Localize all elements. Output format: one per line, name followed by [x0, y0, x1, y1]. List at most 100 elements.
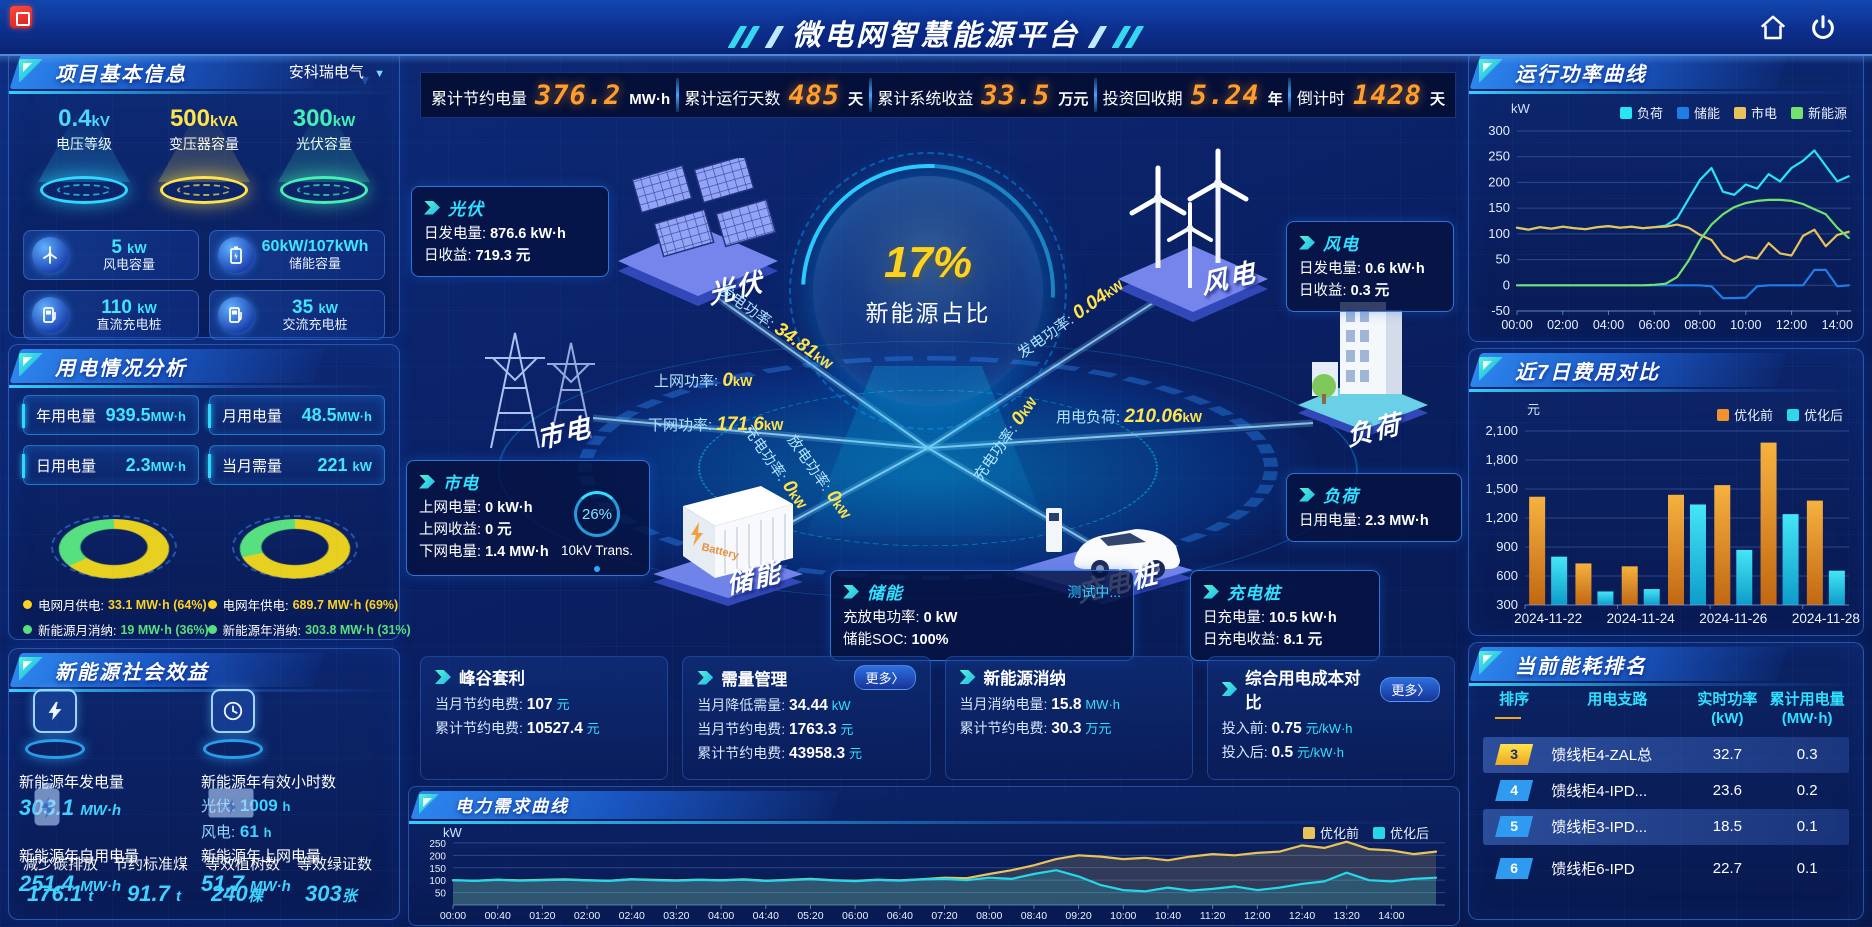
more-button[interactable]: 更多〉: [854, 665, 916, 690]
panel-header: 用电情况分析: [9, 345, 399, 388]
legend-item[interactable]: 优化后: [1372, 823, 1429, 842]
kpi-saved-energy: 累计节约电量 376.2 MW·h: [431, 79, 671, 111]
table-row[interactable]: 6 馈线柜6-IPD 22.7 0.1: [1483, 851, 1849, 879]
svg-text:06:00: 06:00: [842, 910, 868, 922]
certs-label: 等效绿证数: [297, 856, 373, 873]
legend-item: 电网年供电: 689.7 MW·h (69%): [207, 595, 398, 614]
chevron-right-icon: [1299, 487, 1315, 502]
kpi-stats-bar: 累计节约电量 376.2 MW·h 累计运行天数 485 天 累计系统收益 33.5 万元 …: [420, 72, 1456, 118]
svg-text:06:40: 06:40: [887, 910, 913, 922]
lightning-pedestal-icon: [23, 689, 87, 759]
renewable-share-value: 17%: [883, 238, 973, 287]
panel-header: 运行功率曲线: [1469, 51, 1863, 94]
logo-chip-icon: [10, 6, 32, 28]
legend-item[interactable]: 市电: [1733, 103, 1777, 122]
card-cost-comparison: 综合用电成本对比 更多〉 投入前: 0.75 元/kW·h 投入后: 0.5 元…: [1206, 656, 1455, 780]
hours-label: 新能源年有效小时数: [201, 774, 337, 791]
ranking-table-header: 排序 用电支路 实时功率 (kW) 累计用电量 (MW·h): [1499, 691, 1845, 727]
legend-item[interactable]: 优化前: [1716, 405, 1773, 424]
card-peak-valley: 峰谷套利 当月节约电费: 107 元 累计节约电费: 10527.4 元: [420, 656, 669, 780]
legend-item: 电网月供电: 33.1 MW·h (64%): [23, 595, 207, 614]
chevron-right-icon: [1299, 235, 1315, 250]
pedestal-row: 0.4kV 电压等级 500kVA 变压器容量 300kW 光伏容量: [23, 101, 385, 220]
svg-text:0: 0: [1503, 277, 1510, 292]
company-selector-value: 安科瑞电气: [288, 64, 364, 81]
y-axis-unit: kW: [443, 825, 462, 840]
svg-text:08:40: 08:40: [1021, 910, 1047, 922]
panel-project-info: 项目基本信息 安科瑞电气 ▼ 0.4kV 电压等级 500kVA 变压器容量 3…: [8, 50, 400, 340]
stat-card-storage-capacity: 60kW/107kWh 储能容量: [209, 230, 385, 280]
svg-text:1,200: 1,200: [1485, 510, 1518, 525]
rank-badge: 6: [1495, 858, 1534, 879]
trees-value: 240棵: [211, 881, 263, 906]
donut-year-legend: 电网年供电: 689.7 MW·h (69%) 新能源年消纳: 303.8 MW·h…: [207, 595, 411, 645]
to-grid-label: 新能源年上网电量: [201, 848, 322, 865]
pedestal-voltage: 0.4kV 电压等级: [25, 105, 143, 220]
power-icon[interactable]: [1808, 13, 1838, 43]
svg-text:100: 100: [1488, 226, 1510, 241]
orb-dashed-ring: [789, 152, 1067, 430]
svg-text:-50: -50: [1491, 303, 1510, 318]
legend-item[interactable]: 优化后: [1786, 405, 1843, 424]
svg-text:04:40: 04:40: [753, 910, 779, 922]
panel-usage-analysis: 用电情况分析 年用电量 939.5MW·h 月用电量 48.5MW·h 日用电量…: [8, 344, 411, 640]
stat-card-dc-charger: 110 kW 直流充电桩: [23, 290, 199, 340]
card-demand-management: 需量管理 更多〉 当月降低需量: 34.44 kW 当月节约电费: 1763.3…: [682, 656, 931, 780]
flag-icon: [435, 670, 451, 684]
panel-title: 当前能耗排名: [1515, 656, 1647, 678]
more-button[interactable]: 更多〉: [1380, 676, 1440, 702]
co2-label: 减少碳排放: [23, 856, 99, 873]
self-use-label: 新能源年自用电量: [19, 848, 140, 865]
svg-text:300: 300: [1488, 125, 1510, 138]
demand-chart-legend[interactable]: 优化前 优化后: [1302, 823, 1429, 842]
pv-station-illustration: [618, 158, 778, 306]
coal-label: 节约标准煤: [113, 856, 189, 873]
svg-text:100: 100: [429, 876, 446, 887]
svg-text:00:00: 00:00: [1501, 318, 1532, 332]
panel-title: 用电情况分析: [55, 358, 187, 380]
coal-value: 91.7 t: [127, 881, 181, 906]
home-icon[interactable]: [1758, 13, 1788, 43]
svg-text:600: 600: [1496, 568, 1518, 583]
panel-header: 近7日费用对比: [1469, 349, 1863, 392]
flag-icon: [1221, 682, 1238, 696]
y-axis-unit: kW: [1511, 101, 1530, 116]
rank-badge: 5: [1495, 816, 1534, 837]
legend-item[interactable]: 负荷: [1619, 103, 1663, 122]
legend-item[interactable]: 新能源: [1790, 103, 1847, 122]
renewable-share-orb: 17% 新能源占比: [813, 176, 1043, 406]
legend-item[interactable]: 优化前: [1302, 823, 1359, 842]
card-renewable-consumption: 新能源消纳 当月消纳电量: 15.8 MW·h 累计节约电费: 30.3 万元: [944, 656, 1193, 780]
svg-text:300: 300: [1496, 597, 1518, 612]
cost-chart-legend[interactable]: 优化前 优化后: [1716, 405, 1843, 424]
svg-text:50: 50: [1496, 252, 1510, 267]
panel-title: 近7日费用对比: [1515, 362, 1661, 384]
table-row[interactable]: 4 馈线柜4-IPD... 23.6 0.2: [1483, 773, 1849, 809]
self-use-value: 251.4 MW·h: [19, 871, 121, 896]
table-row[interactable]: 5 馈线柜3-IPD... 18.5 0.1: [1483, 808, 1849, 845]
rank-indicator: [1495, 717, 1521, 719]
svg-text:02:00: 02:00: [1547, 318, 1578, 332]
glow-ring: [280, 176, 368, 204]
legend-item[interactable]: 储能: [1676, 103, 1720, 122]
legend-item: 新能源月消纳: 19 MW·h (36%): [23, 620, 209, 639]
co2-value: 176.1 t: [27, 881, 94, 906]
chevron-right-icon: [419, 474, 435, 489]
kpi-countdown: 倒计时 1428 天: [1296, 79, 1445, 111]
svg-text:200: 200: [1488, 174, 1510, 189]
rank-badge: 4: [1495, 780, 1534, 801]
flow-to-grid-power: 上网功率: 0kW: [654, 370, 753, 391]
table-row[interactable]: 3 馈线柜4-ZAL总 32.7 0.3: [1483, 736, 1849, 773]
load-building-illustration: [1298, 302, 1428, 438]
svg-text:11:20: 11:20: [1200, 910, 1226, 922]
svg-text:02:40: 02:40: [619, 910, 645, 922]
company-selector[interactable]: 安科瑞电气 ▼: [289, 61, 385, 82]
power-chart-legend[interactable]: 负荷 储能 市电 新能源: [1619, 103, 1847, 122]
y-axis-unit: 元: [1527, 402, 1541, 417]
flag-icon: [959, 670, 976, 684]
svg-text:900: 900: [1496, 539, 1518, 554]
gen-value: 303.1 MW·h: [19, 795, 121, 820]
ac-charger-icon: [218, 297, 254, 333]
svg-text:01:20: 01:20: [529, 910, 555, 922]
